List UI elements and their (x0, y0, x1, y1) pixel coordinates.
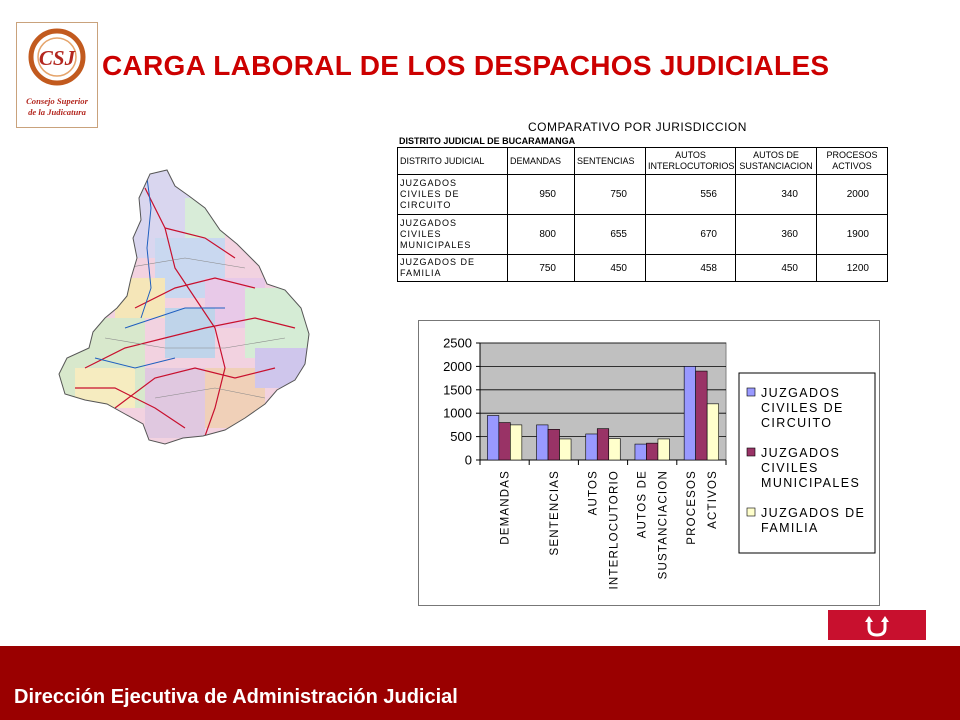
table-cell: 950 (507, 174, 575, 215)
footer-text: Dirección Ejecutiva de Administración Ju… (14, 686, 458, 708)
page-title: CARGA LABORAL DE LOS DESPACHOS JUDICIALE… (102, 50, 830, 81)
workload-table: DISTRITO JUDICIAL DEMANDAS SENTENCIAS AU… (397, 147, 888, 282)
x-tick-label: DEMANDAS (500, 470, 512, 545)
logo-initials: CSJ (39, 46, 77, 70)
x-tick-label: AUTOS DE (637, 470, 649, 538)
return-arrow-icon (865, 616, 889, 637)
header-autos-interlocutorios: AUTOS INTERLOCUTORIOS (645, 147, 736, 175)
bar (657, 438, 670, 461)
bar (634, 443, 647, 461)
x-tick-label: ACTIVOS (707, 470, 719, 529)
row-label: JUZGADOS CIVILES DE CIRCUITO (397, 174, 508, 215)
bar (559, 438, 572, 461)
table-cell: 750 (507, 254, 575, 282)
legend-label: JUZGADOS (761, 386, 840, 400)
table-cell: 655 (574, 214, 646, 255)
logo-line-1: Consejo Superior (26, 96, 88, 106)
back-button[interactable] (828, 610, 926, 640)
y-tick-label: 500 (450, 429, 472, 444)
bar (536, 424, 549, 461)
bar (706, 403, 719, 461)
table-cell: 340 (735, 174, 817, 215)
x-tick-label: INTERLOCUTORIO (609, 470, 621, 589)
legend-box (738, 372, 876, 554)
table-cell: 670 (645, 214, 736, 255)
table-cell: 750 (574, 174, 646, 215)
x-tick-label: SENTENCIAS (549, 470, 561, 556)
header-distrito: DISTRITO JUDICIAL (397, 147, 508, 175)
table-cell: 556 (645, 174, 736, 215)
bar (498, 422, 511, 461)
x-tick-label: AUTOS (588, 470, 600, 515)
bar-chart: 0 500 1000 1500 2000 2500 DEMANDAS SENTENCIAS AU… (418, 320, 880, 606)
table-row: JUZGADOS CIVILES MUNICIPALES 800 655 670 3… (397, 214, 888, 255)
y-tick-label: 1000 (443, 406, 472, 421)
footer-bar (0, 646, 960, 720)
table-cell: 450 (574, 254, 646, 282)
table-cell: 1200 (816, 254, 888, 282)
table-caption: COMPARATIVO POR JURISDICCION (528, 120, 747, 134)
row-label: JUZGADOS DE FAMILIA (397, 254, 508, 282)
table-cell: 1900 (816, 214, 888, 255)
legend-label: MUNICIPALES (761, 476, 860, 490)
table-cell: 800 (507, 214, 575, 255)
legend-swatch (746, 447, 756, 457)
y-tick-label: 0 (465, 453, 472, 468)
table-cell: 450 (735, 254, 817, 282)
legend-label: CIRCUITO (761, 416, 832, 430)
legend-label: FAMILIA (761, 521, 819, 535)
bar (596, 428, 610, 461)
legend-swatch (746, 387, 756, 397)
table-row: JUZGADOS CIVILES DE CIRCUITO 950 750 556 3… (397, 174, 888, 215)
y-tick-label: 2000 (443, 359, 472, 374)
y-tick-label: 2500 (443, 336, 472, 351)
header-procesos-activos: PROCESOS ACTIVOS (816, 147, 888, 175)
bar (683, 366, 696, 461)
table-cell: 2000 (816, 174, 888, 215)
table-cell: 458 (645, 254, 736, 282)
x-tick-label: PROCESOS (686, 470, 698, 545)
bar (487, 415, 500, 461)
header-demandas: DEMANDAS (507, 147, 575, 175)
y-tick-label: 1500 (443, 382, 472, 397)
bar (547, 429, 560, 461)
row-label: JUZGADOS CIVILES MUNICIPALES (397, 214, 508, 255)
table-header-row: DISTRITO JUDICIAL DEMANDAS SENTENCIAS AU… (397, 147, 888, 175)
legend-swatch (746, 507, 756, 517)
department-map (55, 168, 310, 450)
table-row: JUZGADOS DE FAMILIA 750 450 458 450 1200 (397, 254, 888, 282)
legend-label: CIVILES DE (761, 401, 844, 415)
table-subcaption: DISTRITO JUDICIAL DE BUCARAMANGA (399, 136, 576, 146)
bar (585, 433, 598, 461)
bar (608, 438, 621, 461)
legend-label: JUZGADOS (761, 446, 840, 460)
logo-line-2: de la Judicatura (28, 107, 86, 117)
bar (695, 370, 708, 461)
csj-seal-icon: CSJ Consejo Superior de la Judicatura (26, 28, 89, 117)
santander-map-icon (58, 169, 310, 445)
table-cell: 360 (735, 214, 817, 255)
legend-label: CIVILES (761, 461, 819, 475)
legend-label: JUZGADOS DE (761, 506, 865, 520)
csj-logo: CSJ Consejo Superior de la Judicatura (16, 22, 98, 128)
header-autos-sustanciacion: AUTOS DE SUSTANCIACION (735, 147, 817, 175)
bar (646, 442, 659, 461)
bar-chart-svg: 0 500 1000 1500 2000 2500 DEMANDAS SENTENCIAS AU… (443, 336, 876, 589)
x-tick-label: SUSTANCIACION (658, 470, 670, 579)
bar (510, 424, 523, 461)
header-sentencias: SENTENCIAS (574, 147, 646, 175)
